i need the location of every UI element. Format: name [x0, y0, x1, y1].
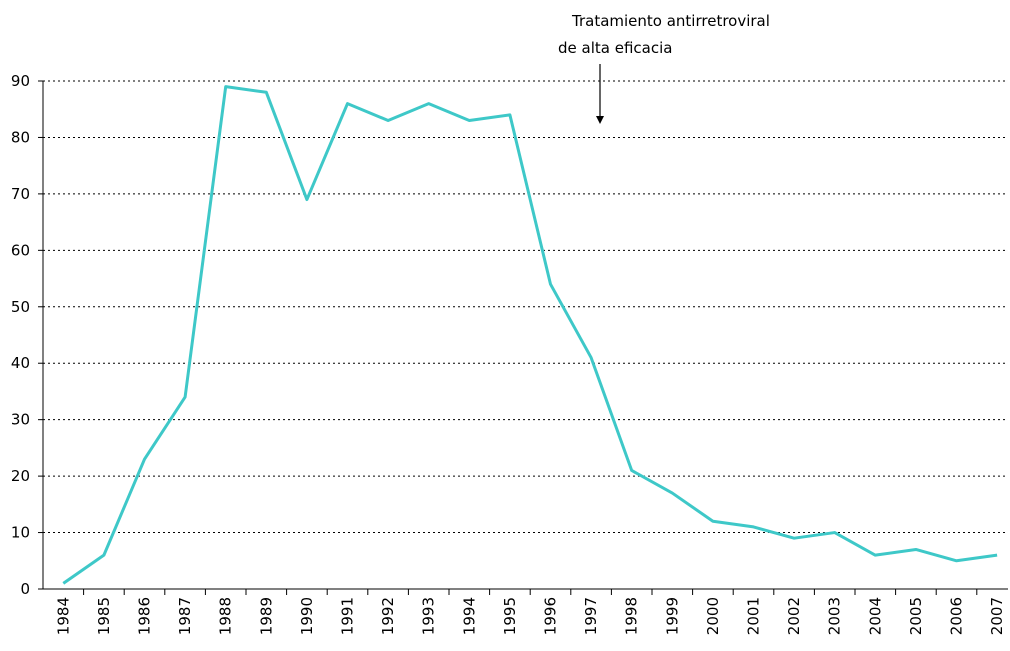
- x-tick-label: 2004: [866, 597, 884, 635]
- line: [62, 85, 998, 585]
- x-tick-label: 1991: [339, 597, 357, 635]
- x-tick-label: 1992: [379, 597, 397, 635]
- x-tick-label: 1985: [95, 597, 113, 635]
- x-tick-label: 1986: [136, 597, 154, 635]
- x-tick-label: 2002: [785, 597, 803, 635]
- y-tick-label: 20: [11, 467, 30, 485]
- x-tick-label: 1998: [623, 597, 641, 635]
- annotation: Tratamiento antirretroviral: [571, 12, 770, 30]
- annotation-arrowhead: [596, 116, 604, 124]
- x-tick-label: 1987: [176, 597, 194, 635]
- x-tick-label: 1995: [501, 597, 519, 635]
- x-tick-label: 2006: [948, 597, 966, 635]
- x-tick-label: 1984: [54, 597, 72, 635]
- x-tick-label: 1997: [582, 597, 600, 635]
- y-tick-label: 40: [11, 354, 30, 372]
- y-tick-label: 0: [20, 580, 30, 598]
- x-tick-label: 1988: [217, 597, 235, 635]
- x-tick-label: 2005: [907, 597, 925, 635]
- x-tick-label: 2000: [704, 597, 722, 635]
- y-tick-label: 60: [11, 241, 30, 259]
- x-tick-label: 1990: [298, 597, 316, 635]
- y-tick-label: 30: [11, 411, 30, 429]
- x-tick-label: 2007: [988, 597, 1006, 635]
- x-tick-label: 1994: [460, 597, 478, 635]
- y-tick-label: 10: [11, 524, 30, 542]
- y-tick-label: 70: [11, 185, 30, 203]
- x-tick-label: 1989: [257, 597, 275, 635]
- x-tick-label: 2001: [745, 597, 763, 635]
- x-tick-label: 1996: [542, 597, 560, 635]
- x-tick-label: 1993: [420, 597, 438, 635]
- y-tick-label: 80: [11, 128, 30, 146]
- x-tick-label: 2003: [826, 597, 844, 635]
- x-tick-label: 1999: [663, 597, 681, 635]
- annotation: de alta eficacia: [558, 39, 672, 57]
- y-tick-label: 90: [11, 72, 30, 90]
- y-tick-label: 50: [11, 298, 30, 316]
